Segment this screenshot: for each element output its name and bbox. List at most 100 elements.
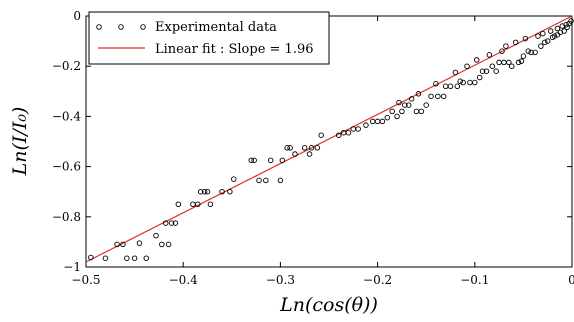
- x-tick-label: −0.5: [71, 273, 100, 287]
- data-point: [363, 122, 369, 128]
- data-point: [88, 254, 94, 261]
- data-point: [227, 188, 233, 195]
- legend-marker-experimental: [96, 24, 146, 30]
- data-point: [284, 145, 290, 151]
- y-tick-label: −0.8: [52, 210, 81, 224]
- data-point: [153, 232, 159, 239]
- data-point: [201, 188, 208, 195]
- data-point: [544, 38, 551, 44]
- data-point: [172, 220, 179, 226]
- data-point: [415, 91, 422, 97]
- data-point: [318, 132, 324, 138]
- data-point: [251, 157, 257, 164]
- x-tick-label: −0.1: [460, 273, 489, 287]
- data-point: [165, 241, 172, 248]
- data-point: [384, 114, 391, 121]
- data-point: [496, 59, 502, 66]
- data-point: [399, 108, 405, 115]
- y-tick-label: −0.6: [52, 160, 81, 174]
- data-point: [190, 201, 196, 207]
- x-tick-label: 0: [568, 273, 574, 287]
- data-point: [413, 108, 420, 115]
- data-point: [483, 68, 490, 74]
- data-point: [120, 241, 126, 248]
- data-point: [287, 145, 293, 151]
- data-point: [520, 53, 527, 59]
- data-point: [486, 52, 493, 58]
- data-point: [538, 43, 544, 49]
- data-point: [405, 102, 412, 108]
- x-tick-label: −0.3: [266, 273, 295, 287]
- data-point: [512, 39, 519, 46]
- data-point: [506, 59, 512, 66]
- data-point: [457, 78, 463, 85]
- data-point: [476, 74, 483, 81]
- data-point: [374, 118, 381, 125]
- y-tick-label: −0.2: [52, 59, 81, 73]
- data-point: [136, 240, 143, 246]
- data-point: [175, 201, 182, 207]
- data-point: [554, 32, 561, 38]
- data-point: [301, 145, 308, 151]
- data-point: [542, 39, 548, 46]
- data-point: [159, 241, 165, 248]
- data-point: [207, 201, 214, 207]
- data-point: [389, 108, 395, 115]
- data-point: [335, 132, 342, 138]
- data-point: [489, 63, 496, 69]
- data-point: [447, 83, 454, 90]
- data-point: [547, 28, 554, 34]
- data-point: [394, 113, 400, 120]
- data-point: [554, 25, 561, 32]
- data-point: [518, 58, 525, 64]
- data-point: [102, 255, 109, 261]
- data-point: [279, 157, 286, 164]
- data-point: [230, 176, 237, 182]
- data-point: [379, 118, 386, 125]
- x-tick-label: −0.4: [169, 273, 199, 287]
- data-point: [423, 102, 429, 108]
- x-tick-label: −0.2: [363, 273, 392, 287]
- data-point: [551, 33, 558, 39]
- data-point: [499, 48, 505, 54]
- data-point: [369, 118, 376, 125]
- data-point: [433, 81, 439, 87]
- data-point: [314, 145, 321, 151]
- data-point: [452, 69, 459, 76]
- data-point: [561, 28, 567, 34]
- data-point: [508, 63, 515, 69]
- data-point: [435, 93, 441, 100]
- data-point: [114, 241, 120, 248]
- data-point: [408, 96, 415, 102]
- data-point: [532, 49, 538, 56]
- legend-box: [88, 11, 330, 65]
- data-point: [263, 177, 269, 184]
- data-point: [493, 68, 499, 74]
- data-point: [472, 79, 478, 86]
- legend-marker-point: [140, 24, 146, 30]
- data-point: [306, 151, 313, 157]
- legend-label-experimental: Experimental data: [155, 20, 277, 35]
- data-point: [204, 188, 211, 195]
- data-point: [528, 49, 534, 56]
- data-point: [396, 99, 402, 106]
- data-point: [418, 108, 425, 115]
- data-point: [143, 255, 150, 261]
- data-point: [442, 83, 449, 90]
- data-point: [219, 188, 225, 195]
- legend-label-fit: Linear fit : Slope = 1.96: [155, 42, 314, 57]
- data-point: [248, 157, 254, 164]
- data-point: [197, 188, 204, 195]
- data-point: [402, 102, 408, 108]
- legend: Experimental data Linear fit : Slope = 1…: [88, 11, 330, 65]
- data-point: [440, 93, 447, 100]
- data-point: [535, 33, 541, 39]
- data-point: [162, 220, 169, 226]
- data-point: [467, 79, 473, 86]
- data-point: [525, 48, 532, 54]
- data-point: [568, 18, 574, 24]
- data-point: [345, 129, 352, 136]
- data-point: [292, 151, 298, 157]
- y-axis-label: Ln(I/I₀): [9, 107, 31, 177]
